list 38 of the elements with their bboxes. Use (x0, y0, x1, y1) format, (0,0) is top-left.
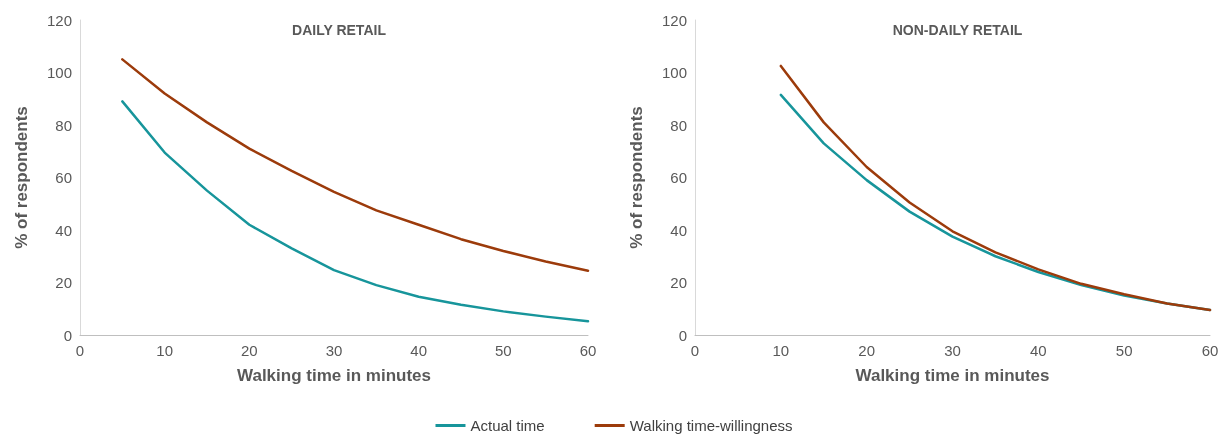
y-tick-label: 20 (55, 274, 72, 291)
x-axis-title: Walking time in minutes (237, 366, 431, 385)
x-tick-label: 50 (1115, 342, 1133, 359)
y-axis-title: % of respondents (12, 106, 31, 249)
y-tick-label: 100 (661, 64, 687, 81)
y-tick-label: 20 (670, 274, 687, 291)
x-tick-label: 30 (944, 342, 961, 359)
x-tick-label: 0 (75, 342, 85, 359)
line-series (121, 100, 590, 323)
y-tick-label: 40 (670, 221, 687, 239)
legend-label: Walking time-willingness (629, 417, 793, 434)
x-tick-label: 30 (325, 342, 343, 359)
y-tick-label: 60 (55, 169, 72, 186)
y-tick-label: 0 (678, 326, 687, 344)
y-tick-label: 80 (670, 116, 687, 134)
x-tick-label: 20 (858, 342, 876, 359)
y-tick-label: 120 (46, 11, 72, 29)
y-tick-label: 120 (661, 11, 687, 29)
x-tick-label: 50 (494, 342, 512, 359)
chart-title: DAILY RETAIL (292, 22, 387, 38)
x-tick-label: 60 (579, 342, 597, 359)
y-tick-label: 100 (46, 64, 72, 81)
x-tick-label: 0 (690, 342, 700, 359)
x-tick-label: 20 (240, 342, 258, 359)
y-tick-label: 60 (670, 169, 687, 186)
x-tick-label: 40 (410, 342, 428, 359)
x-tick-label: 10 (156, 342, 174, 359)
legend-label: Actual time (470, 417, 545, 434)
y-axis-title: % of respondents (627, 106, 646, 249)
x-tick-label: 10 (772, 342, 790, 359)
y-tick-label: 40 (55, 221, 72, 239)
y-tick-label: 80 (55, 116, 72, 134)
x-axis-title: Walking time in minutes (855, 366, 1050, 385)
x-tick-label: 60 (1201, 342, 1219, 359)
y-tick-label: 0 (63, 326, 72, 344)
chart-title: NON-DAILY RETAIL (892, 22, 1023, 38)
x-tick-label: 40 (1029, 342, 1047, 359)
line-series (121, 58, 590, 272)
